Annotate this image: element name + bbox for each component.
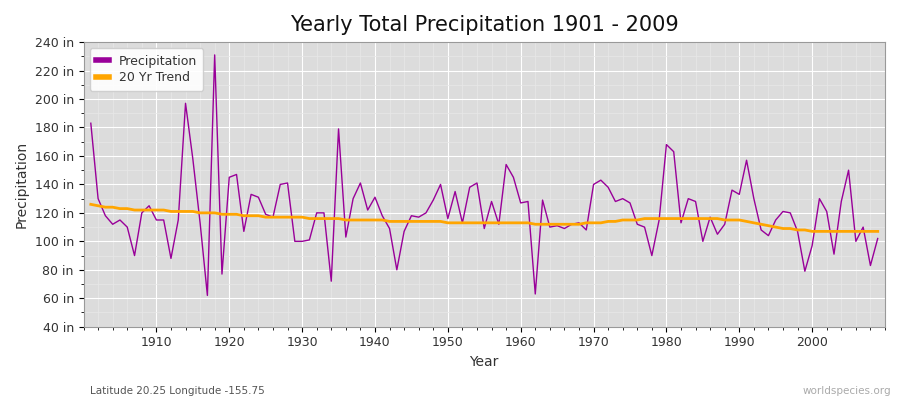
Precipitation <box>523 199 534 204</box>
Line: Precipitation: Precipitation <box>91 55 878 296</box>
20 Yr Trend <box>872 229 883 234</box>
Text: worldspecies.org: worldspecies.org <box>803 386 891 396</box>
Title: Yearly Total Precipitation 1901 - 2009: Yearly Total Precipitation 1901 - 2009 <box>290 15 679 35</box>
Legend: Precipitation, 20 Yr Trend: Precipitation, 20 Yr Trend <box>90 48 203 91</box>
Precipitation <box>872 236 883 241</box>
20 Yr Trend <box>304 216 315 221</box>
20 Yr Trend <box>516 220 526 225</box>
Precipitation <box>530 292 541 296</box>
Precipitation <box>210 52 220 57</box>
20 Yr Trend <box>806 229 817 234</box>
X-axis label: Year: Year <box>470 355 499 369</box>
Precipitation <box>86 121 96 126</box>
Text: Latitude 20.25 Longitude -155.75: Latitude 20.25 Longitude -155.75 <box>90 386 265 396</box>
Precipitation <box>202 293 212 298</box>
Line: 20 Yr Trend: 20 Yr Trend <box>91 204 878 231</box>
Precipitation <box>617 196 628 201</box>
20 Yr Trend <box>508 220 518 225</box>
20 Yr Trend <box>86 202 96 207</box>
20 Yr Trend <box>603 219 614 224</box>
20 Yr Trend <box>347 218 358 222</box>
Precipitation <box>363 208 374 212</box>
Precipitation <box>319 210 329 215</box>
Precipitation <box>144 203 155 208</box>
20 Yr Trend <box>144 208 155 212</box>
Y-axis label: Precipitation: Precipitation <box>15 141 29 228</box>
